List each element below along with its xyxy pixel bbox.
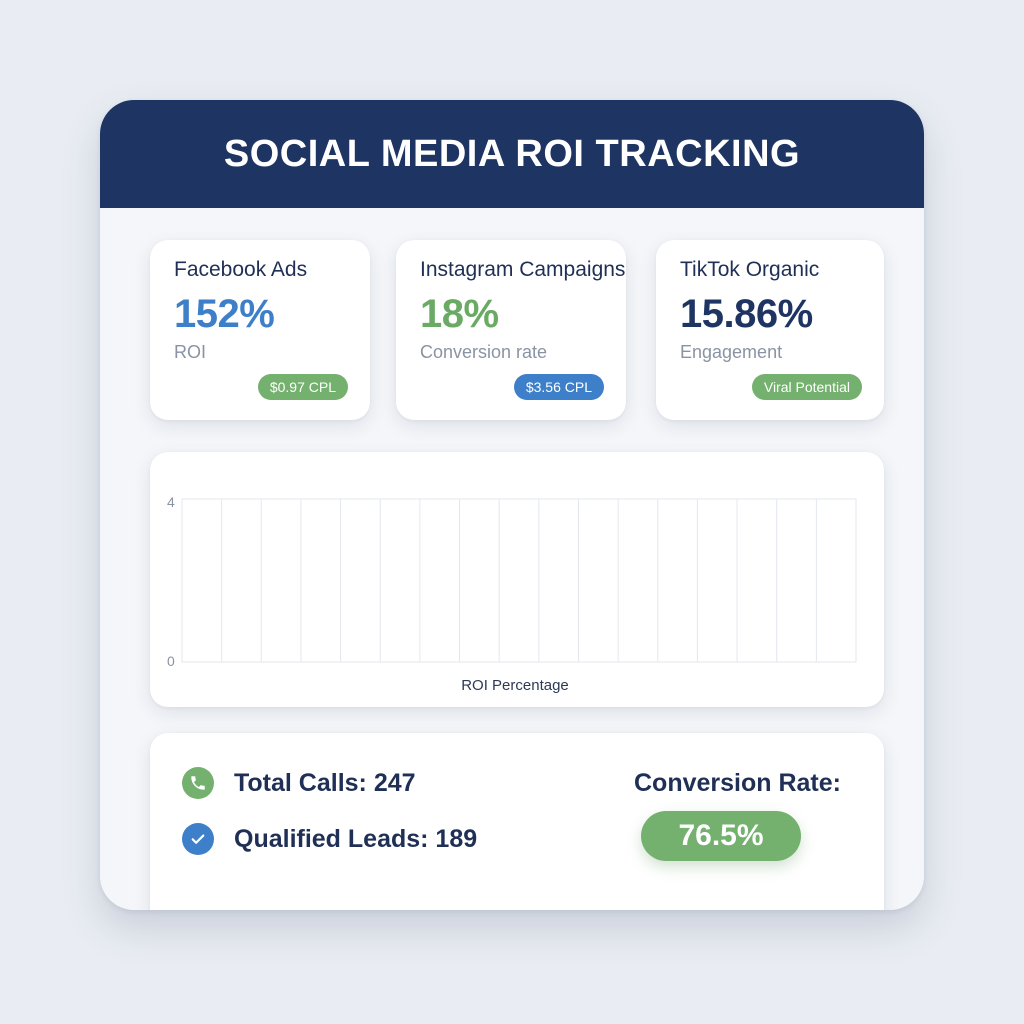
check-icon <box>182 823 214 855</box>
stats-card: Total Calls: 247 Qualified Leads: 189 Co… <box>150 733 884 910</box>
conversion-rate-value: 76.5% <box>641 811 801 861</box>
plot-area <box>181 498 857 663</box>
qualified-leads-text: Qualified Leads: 189 <box>234 824 478 853</box>
total-calls-row: Total Calls: 247 <box>182 767 416 799</box>
cpl-badge: $0.97 CPL <box>257 374 348 400</box>
kpi-label: Conversion rate <box>420 342 548 362</box>
y-tick-label: 4 <box>167 494 175 510</box>
kpi-card-facebook[interactable]: Facebook Ads 152% ROI $0.97 CPL <box>150 240 370 420</box>
kpi-title: Instagram Campaigns <box>420 258 626 281</box>
roi-chart-card: 4 0 ROI Percentage <box>150 452 884 707</box>
conversion-rate-label: Conversion Rate: <box>634 769 841 797</box>
cpl-badge: $3.56 CPL <box>513 374 604 400</box>
kpi-title: TikTok Organic <box>680 258 820 281</box>
viral-badge: Viral Potential <box>751 374 862 400</box>
x-axis-label: ROI Percentage <box>461 677 569 694</box>
kpi-value: 15.86% <box>680 292 813 336</box>
roi-chart: 4 0 ROI Percentage <box>167 494 857 694</box>
kpi-card-instagram[interactable]: Instagram Campaigns 18% Conversion rate … <box>396 240 626 420</box>
dashboard-panel: SOCIAL MEDIA ROI TRACKING Facebook Ads 1… <box>100 100 924 910</box>
kpi-title: Facebook Ads <box>174 258 308 281</box>
kpi-value: 152% <box>174 292 275 336</box>
total-calls-text: Total Calls: 247 <box>234 768 416 797</box>
dashboard-title: SOCIAL MEDIA ROI TRACKING <box>223 132 801 175</box>
kpi-label: ROI <box>174 342 207 362</box>
kpi-value: 18% <box>420 292 499 336</box>
kpi-card-tiktok[interactable]: TikTok Organic 15.86% Engagement Viral P… <box>656 240 884 420</box>
qualified-leads-row: Qualified Leads: 189 <box>182 823 477 855</box>
phone-icon <box>182 767 214 799</box>
kpi-label: Engagement <box>680 342 783 362</box>
dashboard-header: SOCIAL MEDIA ROI TRACKING <box>100 100 924 208</box>
chart-grid <box>181 498 857 663</box>
y-tick-label: 0 <box>167 653 175 669</box>
